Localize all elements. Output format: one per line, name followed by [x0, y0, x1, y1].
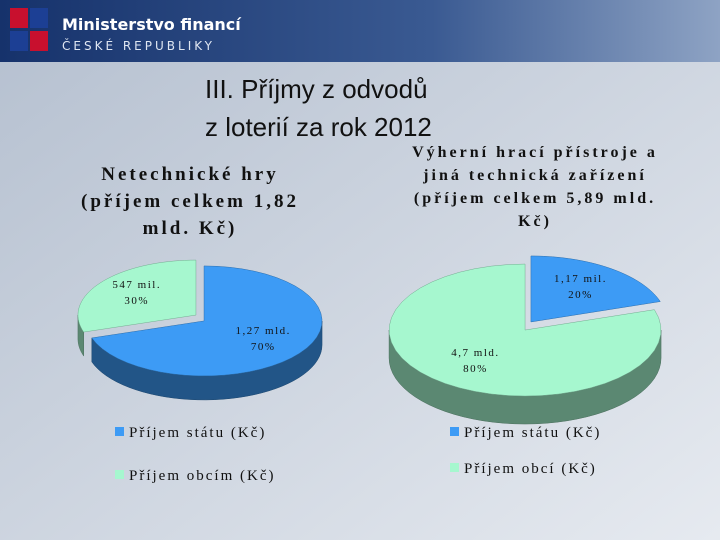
chart-title: (příjem celkem 1,82	[81, 191, 299, 212]
legend-swatch	[450, 427, 459, 436]
legend-label: Příjem státu (Kč)	[129, 425, 266, 441]
slice-amount-label: 1,17 mil.	[554, 273, 607, 285]
slice-amount-label: 1,27 mld.	[236, 325, 291, 337]
legend-swatch	[450, 463, 459, 472]
legend-swatch	[115, 470, 124, 479]
slice	[91, 265, 323, 377]
slice-amount-label: 547 mil.	[112, 279, 161, 291]
chart-title: jiná technická zařízení	[422, 167, 647, 184]
slide-title: III. Příjmy z odvodů	[205, 74, 428, 104]
slice	[389, 263, 662, 397]
slide-title: z loterií za rok 2012	[205, 112, 432, 142]
chart-title: (příjem celkem 5,89 mld.	[414, 190, 656, 207]
legend-swatch	[115, 427, 124, 436]
org-country: ČESKÉ REPUBLIKY	[62, 38, 215, 53]
chart-title: mld. Kč)	[143, 218, 238, 239]
chart-title: Netechnické hry	[101, 164, 278, 185]
header-band	[0, 0, 720, 62]
slice-amount-label: 4,7 mld.	[451, 347, 499, 359]
legend-label: Příjem obcí (Kč)	[464, 461, 597, 477]
org-name: Ministerstvo financí	[62, 15, 242, 34]
chart-title: Kč)	[518, 213, 552, 230]
logo	[10, 8, 48, 51]
slice	[530, 255, 661, 323]
slice-value-label: 80%	[463, 363, 488, 375]
legend-label: Příjem státu (Kč)	[464, 425, 601, 441]
legend-label: Příjem obcím (Kč)	[129, 468, 275, 484]
slice	[77, 259, 197, 333]
chart-title: Výherní hrací přístroje a	[412, 144, 658, 161]
slice-value-label: 20%	[568, 289, 593, 301]
slice-value-label: 70%	[251, 341, 276, 353]
slice-value-label: 30%	[124, 295, 149, 307]
